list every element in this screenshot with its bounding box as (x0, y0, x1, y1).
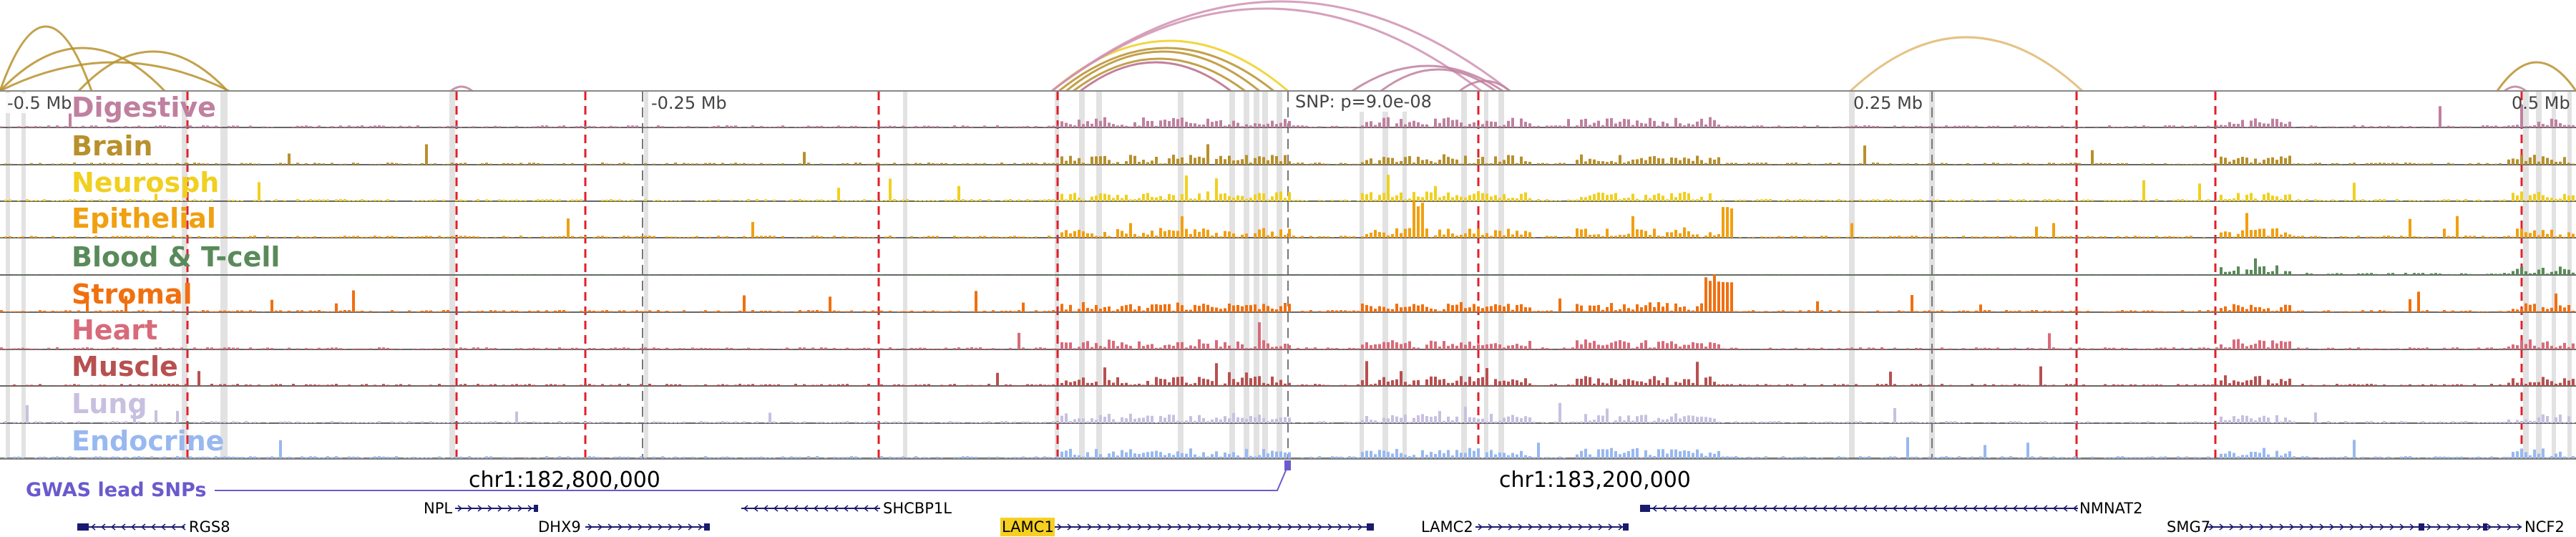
track-label-heart: Heart (72, 314, 157, 346)
gene-label-lamc2: LAMC2 (1421, 518, 1473, 536)
loop-arc (1051, 0, 1511, 92)
track-label-brain: Brain (72, 130, 152, 162)
gene-label-ncf2: NCF2 (2524, 518, 2565, 536)
gene-label-nmnat2: NMNAT2 (2079, 500, 2142, 517)
gene-dhx9[interactable]: DHX9 (538, 518, 710, 536)
axis-label-minus-half-mb: -0.5 Mb (7, 93, 72, 113)
track-signal (4, 175, 2575, 201)
track-signal (4, 437, 2575, 458)
loop-arc (1058, 47, 1274, 92)
track-label-blood-tcell: Blood & T-cell (72, 241, 280, 273)
track-signal (0, 274, 2575, 312)
gene-shcbp1l[interactable]: SHCBP1L (741, 500, 952, 517)
gwas-connector-line (215, 465, 1289, 491)
axis-label-plus-quarter-mb: 0.25 Mb (1853, 93, 1923, 113)
track-label-digestive: Digestive (72, 92, 216, 123)
loop-arc (1459, 79, 1511, 92)
loop-arc (1065, 50, 1260, 92)
coordinate-left: chr1:182,800,000 (469, 468, 660, 493)
loop-arc (0, 25, 93, 92)
gene-label-rgs8: RGS8 (189, 518, 230, 536)
gene-nmnat2[interactable]: NMNAT2 (1640, 500, 2142, 517)
axis-label-plus-half-mb: 0.5 Mb (2512, 93, 2570, 113)
track-label-neurosph: Neurosph (72, 167, 219, 198)
gene-rgs8[interactable]: RGS8 (77, 518, 230, 536)
distance-axis: -0.5 Mb -0.25 Mb SNP: p=9.0e-08 0.25 Mb … (4, 92, 2570, 113)
loop-arc (0, 47, 166, 92)
gene-label-lamc1: LAMC1 (1002, 518, 1054, 536)
track-labels: Digestive Brain Neurosph Epithelial Bloo… (72, 92, 280, 457)
signal-tracks (0, 104, 2576, 459)
gwas-lead-snps-label: GWAS lead SNPs (26, 479, 206, 501)
track-label-epithelial: Epithelial (72, 203, 216, 234)
gene-lamc1[interactable]: LAMC1 (1000, 518, 1374, 536)
gene-label-smg7: SMG7 (2167, 518, 2210, 536)
chromatin-loop-arcs (0, 0, 2576, 92)
track-signal (0, 200, 2575, 238)
track-signal (0, 322, 2575, 349)
gene-npl[interactable]: NPL (424, 500, 538, 517)
track-label-endocrine: Endocrine (72, 425, 224, 457)
gene-highlight-lamc1 (1000, 518, 1055, 536)
gene-ncf2[interactable]: NCF2 (2497, 518, 2565, 536)
loop-arc (1080, 61, 1231, 92)
track-signal (0, 144, 2575, 165)
track-label-muscle: Muscle (72, 351, 178, 382)
loop-arc (2504, 85, 2527, 92)
loop-arc (2496, 61, 2576, 92)
axis-label-minus-quarter-mb: -0.25 Mb (651, 93, 727, 113)
gwas-track: GWAS lead SNPs (26, 460, 1291, 501)
gwas-snp-marker[interactable] (1284, 460, 1291, 470)
loop-arc (0, 61, 230, 92)
loop-arc (450, 85, 473, 92)
loop-arc (1849, 36, 2084, 92)
gene-annotation-track: RGS8 NPL DHX9 SHCBP1L LAMC1 LAMC2 (77, 500, 2565, 536)
track-signal (9, 361, 2575, 386)
track-label-lung: Lung (72, 388, 147, 420)
gene-strand-arrows (90, 505, 2522, 531)
track-label-stromal: Stromal (72, 279, 192, 310)
track-signal (13, 258, 2575, 275)
gene-label-npl: NPL (424, 500, 452, 517)
track-signal (0, 402, 2575, 423)
loop-arc (77, 50, 229, 92)
gene-lamc2[interactable]: LAMC2 (1421, 518, 1629, 536)
gene-label-dhx9: DHX9 (538, 518, 581, 536)
loop-arc (1073, 57, 1246, 92)
loop-arc (1051, 7, 1482, 92)
gene-label-shcbp1l: SHCBP1L (883, 500, 952, 517)
coordinate-right: chr1:183,200,000 (1499, 468, 1691, 493)
track-signal (0, 104, 2575, 127)
snp-pvalue-label: SNP: p=9.0e-08 (1295, 92, 1432, 112)
